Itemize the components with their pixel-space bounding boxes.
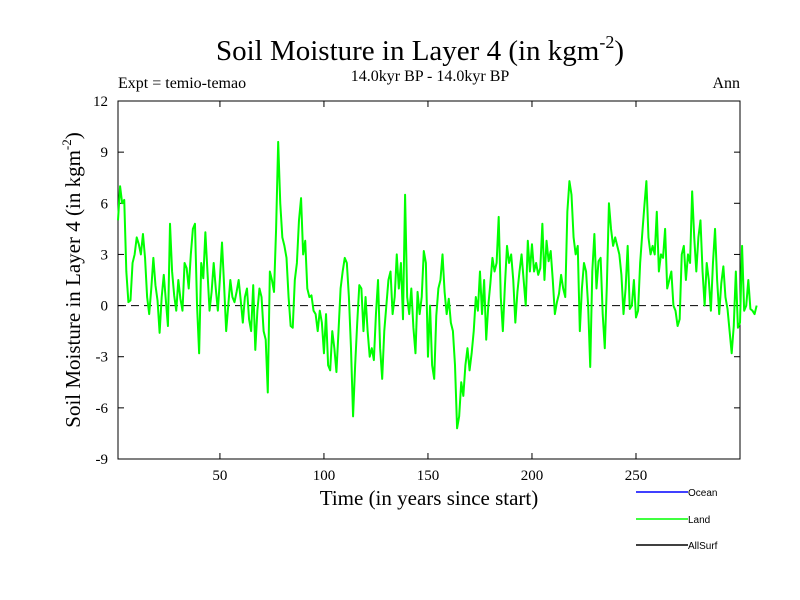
y-tick-label: 3 bbox=[101, 247, 109, 263]
series-line-land bbox=[117, 140, 758, 430]
x-tick-label: 50 bbox=[212, 468, 227, 484]
x-tick-label: 150 bbox=[417, 468, 440, 484]
chart-title-main: Soil Moisture in Layer 4 (in kgm bbox=[216, 35, 600, 67]
expt-label: Expt = temio-temao bbox=[118, 75, 246, 92]
y-tick-label: -3 bbox=[96, 350, 109, 366]
y-axis-label-sup: -2 bbox=[59, 139, 74, 150]
x-tick-label: 100 bbox=[313, 468, 336, 484]
y-axis-label-close: ) bbox=[61, 132, 85, 139]
legend-label-land: Land bbox=[688, 515, 710, 526]
season-label: Ann bbox=[712, 75, 740, 92]
chart-title: Soil Moisture in Layer 4 (in kgm-2) bbox=[216, 32, 624, 67]
legend: Ocean Land AllSurf bbox=[636, 488, 718, 552]
x-axis-label: Time (in years since start) bbox=[320, 486, 539, 510]
legend-item-allsurf: AllSurf bbox=[636, 541, 718, 552]
y-tick-label: 0 bbox=[101, 299, 109, 315]
y-axis-label-main: Soil Moisture in Layer 4 (in kgm bbox=[61, 150, 85, 428]
legend-item-land: Land bbox=[636, 515, 710, 526]
x-axis-ticks: 50 100 150 200 250 bbox=[212, 101, 647, 484]
y-tick-label: -9 bbox=[96, 452, 109, 468]
y-tick-label: 12 bbox=[93, 94, 108, 110]
y-axis-ticks: -9 -6 -3 0 3 6 9 12 bbox=[93, 94, 740, 468]
x-tick-label: 200 bbox=[521, 468, 544, 484]
legend-label-ocean: Ocean bbox=[688, 488, 717, 499]
y-tick-label: -6 bbox=[96, 401, 109, 417]
y-axis-label: Soil Moisture in Layer 4 (in kgm-2) bbox=[59, 132, 85, 427]
x-tick-label: 250 bbox=[625, 468, 648, 484]
y-tick-label: 9 bbox=[101, 145, 109, 161]
legend-label-allsurf: AllSurf bbox=[688, 541, 718, 552]
chart-title-close: ) bbox=[614, 35, 624, 67]
chart-title-sup: -2 bbox=[599, 32, 614, 52]
plot-frame bbox=[117, 100, 741, 460]
y-tick-label: 6 bbox=[101, 196, 109, 212]
legend-item-ocean: Ocean bbox=[636, 488, 717, 499]
chart-subtitle: 14.0kyr BP - 14.0kyr BP bbox=[351, 68, 510, 85]
